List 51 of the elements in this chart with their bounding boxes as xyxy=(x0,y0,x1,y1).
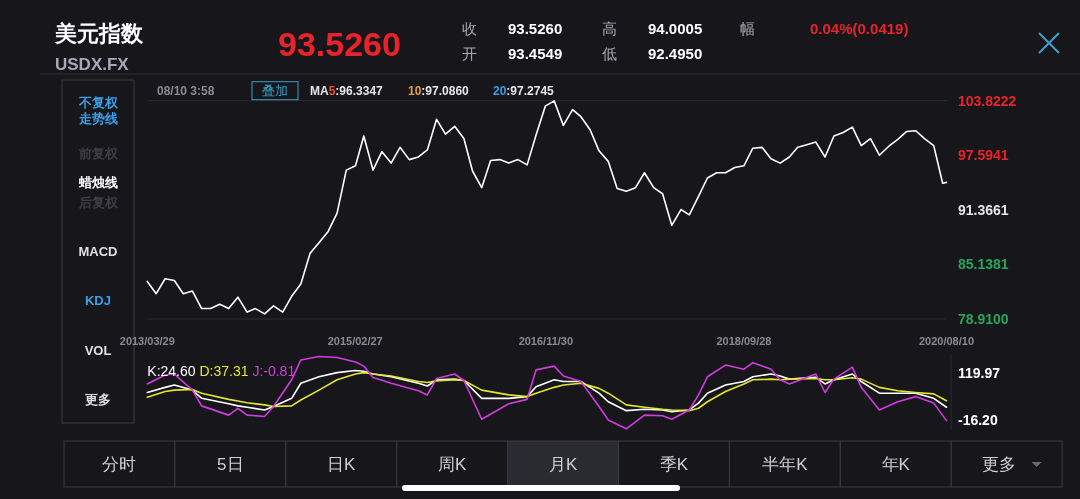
text: 分时 xyxy=(102,454,137,474)
x-tick-label: 2013/03/29 xyxy=(119,335,175,347)
text: 美元指数 xyxy=(54,20,144,46)
text: VOL xyxy=(84,342,112,358)
x-tick-label: 2016/11/30 xyxy=(518,335,574,347)
y-tick-label: 97.5941 xyxy=(958,147,1009,164)
text: 94.0005 xyxy=(648,19,703,37)
text: 开 xyxy=(462,44,477,62)
series-label: D:37.31 xyxy=(195,362,249,379)
text: 月K xyxy=(548,454,578,474)
y-tick-label: 85.1381 xyxy=(958,256,1009,273)
text: 93.5260 xyxy=(278,25,401,63)
line-series xyxy=(146,355,948,430)
text: 走势线 xyxy=(77,110,118,126)
text: KDJ xyxy=(84,292,112,308)
text: 更多 xyxy=(85,391,111,407)
x-tick-label: 2018/09/28 xyxy=(716,335,772,347)
text: MACD xyxy=(78,243,118,259)
text: 高 xyxy=(602,19,617,37)
text: USDX.FX xyxy=(55,54,130,74)
text: 93.5260 xyxy=(508,19,563,37)
text: 蜡烛线 xyxy=(77,174,118,190)
text: 叠加 xyxy=(262,83,288,99)
text: 年K xyxy=(881,454,911,474)
text: 更多 xyxy=(981,454,1016,474)
y-tick-label: 91.3661 xyxy=(958,201,1009,218)
y-tick-label: 78.9100 xyxy=(958,311,1009,327)
x-tick-label: 2015/02/27 xyxy=(327,335,383,347)
text: 10:97.0860 xyxy=(408,83,470,98)
text: 08/10 3:58 xyxy=(157,83,215,98)
text: 半年K xyxy=(762,454,809,474)
text: 不复权 xyxy=(77,94,119,110)
series-label: J:-0.81 xyxy=(248,362,296,379)
text: MA5:96.3347 xyxy=(310,83,384,98)
y-tick-label: 119.97 xyxy=(958,365,1001,382)
text: 收 xyxy=(462,19,477,37)
text: 93.4549 xyxy=(508,44,563,62)
text: 92.4950 xyxy=(648,44,703,62)
series-label: K:24.60 xyxy=(147,362,196,379)
y-tick-label: 103.8222 xyxy=(958,92,1017,109)
text: 周K xyxy=(437,454,467,474)
line-series xyxy=(146,100,948,315)
x-tick-label: 2020/08/10 xyxy=(918,335,975,347)
text: 0.04%(0.0419) xyxy=(810,19,909,37)
text: 5日 xyxy=(217,454,244,474)
text: 季K xyxy=(659,454,689,474)
text: 20:97.2745 xyxy=(493,83,555,98)
text: 日K xyxy=(327,454,357,474)
text: 幅 xyxy=(740,19,755,37)
text: 低 xyxy=(602,44,617,62)
y-tick-label: -16.20 xyxy=(958,411,998,428)
